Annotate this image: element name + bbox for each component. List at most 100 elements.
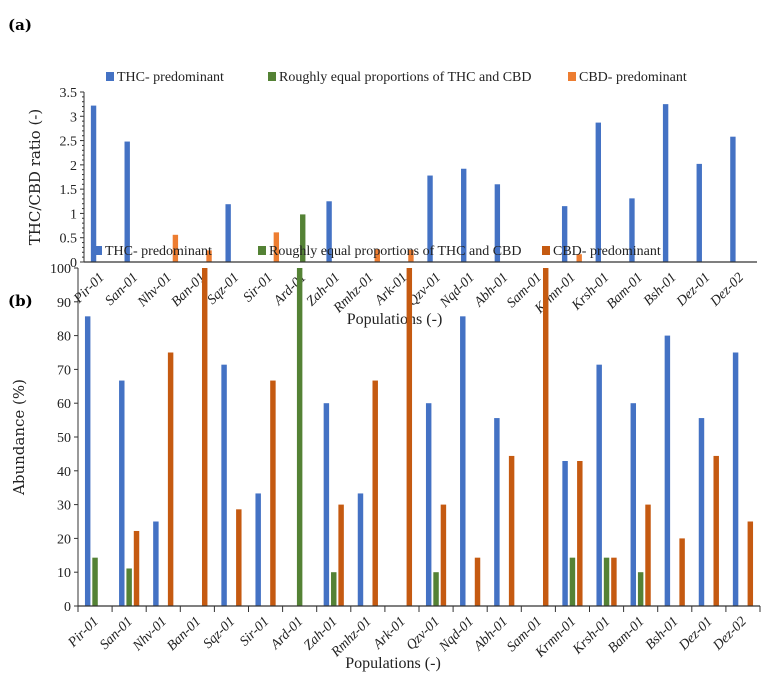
bar bbox=[713, 455, 719, 606]
x-tick-label: Pir-01 bbox=[65, 614, 102, 651]
bar bbox=[300, 214, 306, 262]
x-tick-label: Sir-01 bbox=[241, 270, 276, 305]
x-tick-label: Nqd-01 bbox=[436, 614, 477, 655]
x-tick-label: Dez-02 bbox=[710, 614, 750, 654]
y-tick-label: 20 bbox=[57, 532, 71, 547]
legend-label: THC- predominant bbox=[117, 70, 224, 85]
legend-swatch bbox=[106, 72, 114, 81]
bar bbox=[273, 232, 280, 262]
bar bbox=[124, 141, 130, 262]
bar bbox=[662, 104, 669, 263]
bar bbox=[323, 403, 330, 606]
bar bbox=[427, 175, 433, 262]
bar bbox=[629, 198, 635, 262]
bar bbox=[603, 557, 610, 606]
x-tick-label: Qzv-01 bbox=[404, 614, 443, 653]
x-tick-label: Bsh-01 bbox=[643, 614, 682, 653]
y-axis-label: Abundance (%) bbox=[10, 379, 28, 496]
x-tick-label: Bam-01 bbox=[606, 614, 648, 656]
y-axis-label: THC/CBD ratio (-) bbox=[26, 109, 44, 245]
x-tick-label: Abh-01 bbox=[471, 270, 511, 310]
bar bbox=[331, 572, 337, 606]
x-tick-label: San-01 bbox=[97, 614, 136, 653]
bar bbox=[406, 268, 413, 606]
bar bbox=[296, 268, 303, 606]
legend-swatch bbox=[542, 246, 550, 255]
y-tick-label: 10 bbox=[57, 566, 71, 581]
x-tick-label: Ban-01 bbox=[164, 614, 204, 654]
x-tick-label: Sqz-01 bbox=[205, 270, 243, 308]
bar bbox=[90, 105, 97, 262]
bar bbox=[645, 504, 651, 606]
bar bbox=[270, 380, 276, 606]
x-tick-label: Ard-01 bbox=[271, 270, 310, 309]
legend-label: THC- predominant bbox=[105, 244, 212, 259]
bar bbox=[133, 530, 140, 606]
x-axis-label: Populations (-) bbox=[345, 655, 441, 672]
y-tick-label: 0 bbox=[64, 600, 71, 615]
bar bbox=[494, 184, 501, 262]
bar bbox=[542, 268, 549, 606]
y-tick-label: 0 bbox=[70, 256, 77, 271]
y-tick-label: 100 bbox=[50, 262, 71, 277]
bar bbox=[577, 460, 583, 606]
y-tick-label: 2 bbox=[70, 159, 77, 174]
y-tick-label: 2.5 bbox=[60, 135, 78, 150]
bar bbox=[326, 201, 332, 262]
bar bbox=[664, 335, 671, 606]
bar bbox=[569, 557, 576, 606]
bar bbox=[408, 249, 414, 262]
legend-swatch bbox=[94, 246, 102, 255]
bar bbox=[732, 352, 739, 606]
x-tick-label: Nqd-01 bbox=[437, 270, 478, 311]
y-tick-label: 60 bbox=[57, 397, 71, 412]
bar bbox=[698, 418, 705, 606]
y-tick-label: 1.5 bbox=[60, 183, 78, 198]
x-tick-label: Sir-01 bbox=[237, 614, 272, 649]
x-tick-label: Bam-01 bbox=[604, 270, 646, 312]
bar bbox=[372, 380, 378, 606]
bar bbox=[357, 493, 364, 606]
bar bbox=[236, 509, 242, 606]
x-tick-label: Nhv-01 bbox=[130, 614, 170, 654]
y-tick-label: 70 bbox=[57, 363, 71, 378]
legend-label: CBD- predominant bbox=[579, 70, 687, 85]
bar bbox=[730, 136, 736, 262]
bar bbox=[433, 572, 439, 606]
bar bbox=[92, 557, 98, 606]
bar bbox=[747, 521, 754, 606]
x-tick-label: San-01 bbox=[103, 270, 142, 309]
x-tick-label: Dez-01 bbox=[673, 270, 713, 310]
bar bbox=[440, 504, 447, 606]
bar bbox=[637, 572, 644, 606]
y-tick-label: 3.5 bbox=[60, 86, 78, 101]
bar bbox=[374, 249, 380, 262]
bar bbox=[460, 316, 466, 606]
legend-label: CBD- predominant bbox=[553, 244, 661, 259]
x-tick-label: Bsh-01 bbox=[641, 270, 680, 309]
x-tick-label: Abh-01 bbox=[471, 614, 511, 654]
bar bbox=[338, 504, 344, 606]
legend-swatch bbox=[268, 72, 276, 81]
y-tick-label: 90 bbox=[57, 296, 71, 311]
legend-swatch bbox=[568, 72, 576, 81]
y-tick-label: 30 bbox=[57, 499, 71, 514]
bar bbox=[595, 122, 601, 262]
bar bbox=[221, 364, 227, 606]
bar bbox=[126, 568, 132, 606]
y-tick-label: 40 bbox=[57, 465, 71, 480]
bar bbox=[153, 521, 159, 606]
x-tick-label: Nhv-01 bbox=[134, 270, 174, 310]
x-tick-label: Dez-01 bbox=[676, 614, 716, 654]
y-tick-label: 1 bbox=[70, 207, 77, 222]
x-tick-label: Krsh-01 bbox=[569, 270, 613, 314]
bar bbox=[206, 250, 212, 262]
legend-swatch bbox=[258, 246, 266, 255]
x-tick-label: Krsh-01 bbox=[570, 614, 614, 658]
x-axis-label: Populations (-) bbox=[347, 311, 443, 328]
y-tick-label: 80 bbox=[57, 330, 71, 345]
bar bbox=[201, 268, 208, 606]
bar bbox=[461, 168, 467, 262]
